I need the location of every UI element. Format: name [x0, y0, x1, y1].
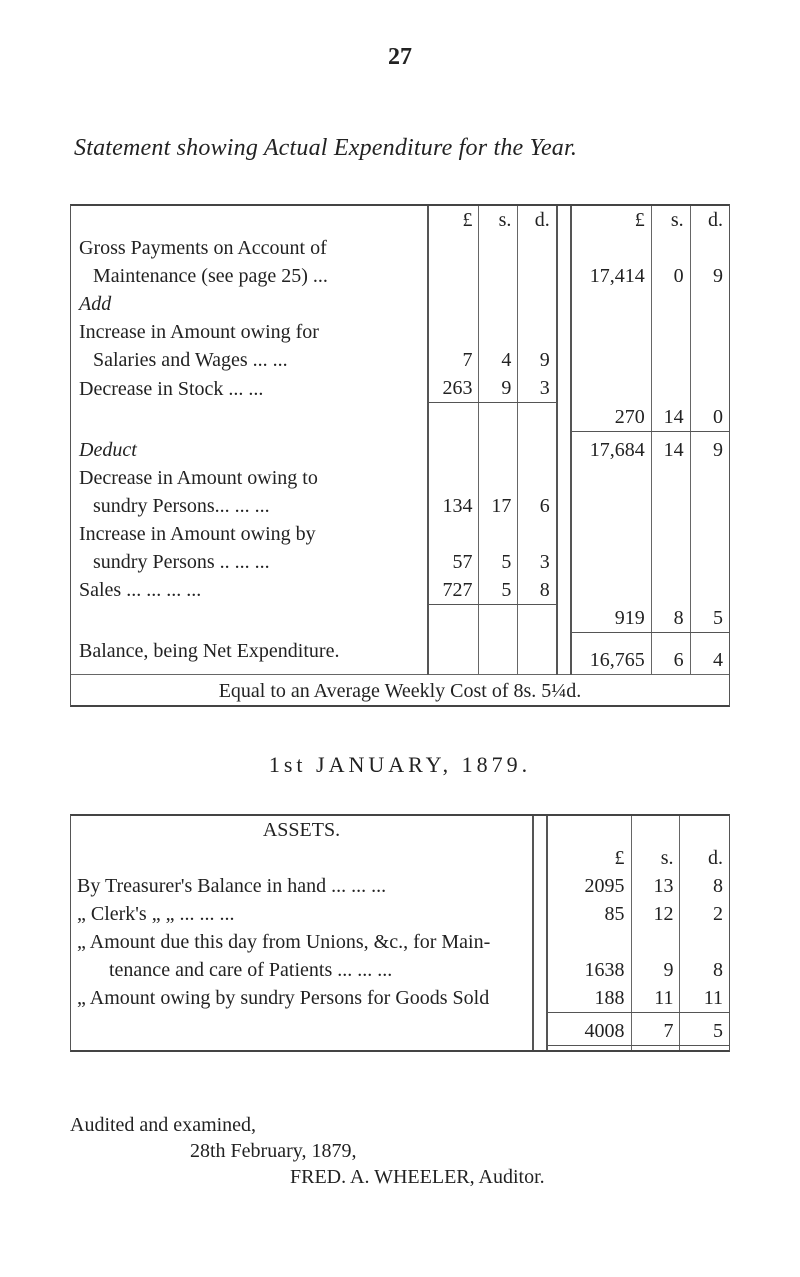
audit-line1: Audited and examined, [70, 1112, 730, 1138]
val-sales-p: 727 [428, 576, 479, 605]
line-deduct: Deduct [71, 436, 428, 464]
hdr-outer-d: d. [690, 206, 729, 234]
line-gross: Gross Payments on Account of [71, 234, 428, 262]
ledger-box: £ s. d. £ s. d. Gross Payments on Accoun… [70, 204, 730, 707]
val-dedtot-s: 8 [651, 604, 690, 633]
val-bal-s: 6 [651, 637, 690, 675]
val-sundry2-d: 3 [518, 548, 557, 576]
assets-row-amtdue1: „ Amount due this day from Unions, &c., … [71, 928, 533, 956]
line-dec-owing-to: Decrease in Amount owing to [71, 464, 428, 492]
line-sales: Sales ... ... ... ... [71, 576, 428, 605]
val-salaries-d: 9 [518, 346, 557, 374]
line-dec-stock: Decrease in Stock ... ... [71, 374, 428, 403]
val-decstock-d: 3 [518, 374, 557, 403]
val-sundry1-s: 17 [479, 492, 518, 520]
assets-total-d: 5 [680, 1017, 729, 1046]
line-inc-owing-by: Increase in Amount owing by [71, 520, 428, 548]
hdr-inner-pound: £ [428, 206, 479, 234]
assets-clerk-d: 2 [680, 900, 729, 928]
val-sundry1-p: 134 [428, 492, 479, 520]
line-sundry1: sundry Persons... ... ... [71, 492, 428, 520]
assets-amtowing-s: 11 [631, 984, 680, 1013]
hdr-outer-pound: £ [571, 206, 651, 234]
line-salaries: Salaries and Wages ... ... [71, 346, 428, 374]
val-maint-s: 0 [651, 262, 690, 290]
assets-clerk-s: 12 [631, 900, 680, 928]
val-deduct-s: 14 [651, 436, 690, 464]
line-maint: Maintenance (see page 25) ... [71, 262, 428, 290]
section-title: 1st JANUARY, 1879. [70, 751, 730, 780]
val-sales-d: 8 [518, 576, 557, 605]
assets-total-s: 7 [631, 1017, 680, 1046]
val-bal-p: 16,765 [571, 637, 651, 675]
val-maint-d: 9 [690, 262, 729, 290]
assets-clerk-p: 85 [547, 900, 631, 928]
assets-row-amtdue2: tenance and care of Patients ... ... ... [71, 956, 533, 984]
val-salaries-s: 4 [479, 346, 518, 374]
assets-box: ASSETS. £ s. d. By Treasurer's Balance i… [70, 814, 730, 1052]
assets-hdr-p: £ [547, 844, 631, 872]
ledger-table: £ s. d. £ s. d. Gross Payments on Accoun… [71, 206, 729, 705]
assets-amtowing-d: 11 [680, 984, 729, 1013]
val-maint-p: 17,414 [571, 262, 651, 290]
val-addtot-p: 270 [571, 403, 651, 432]
audit-block: Audited and examined, 28th February, 187… [70, 1112, 730, 1190]
hdr-inner-s: s. [479, 206, 518, 234]
assets-row-treasurer: By Treasurer's Balance in hand ... ... .… [71, 872, 533, 900]
val-sundry2-p: 57 [428, 548, 479, 576]
audit-line3: FRED. A. WHEELER, Auditor. [70, 1164, 730, 1190]
assets-amtdue-s: 9 [631, 956, 680, 984]
assets-amtdue-p: 1638 [547, 956, 631, 984]
val-bal-d: 4 [690, 637, 729, 675]
val-sundry1-d: 6 [518, 492, 557, 520]
assets-total-p: 4008 [547, 1017, 631, 1046]
assets-treasurer-s: 13 [631, 872, 680, 900]
val-addtot-s: 14 [651, 403, 690, 432]
val-dedtot-p: 919 [571, 604, 651, 633]
assets-treasurer-d: 8 [680, 872, 729, 900]
val-deduct-d: 9 [690, 436, 729, 464]
val-decstock-s: 9 [479, 374, 518, 403]
val-addtot-d: 0 [690, 403, 729, 432]
audit-line2: 28th February, 1879, [70, 1138, 730, 1164]
line-balance: Balance, being Net Expenditure. [71, 637, 428, 675]
assets-amtdue-d: 8 [680, 956, 729, 984]
statement-heading: Statement showing Actual Expenditure for… [70, 133, 730, 164]
line-inc-owing: Increase in Amount owing for [71, 318, 428, 346]
val-salaries-p: 7 [428, 346, 479, 374]
assets-hdr-d: d. [680, 844, 729, 872]
line-sundry2: sundry Persons .. ... ... [71, 548, 428, 576]
equal-line: Equal to an Average Weekly Cost of 8s. 5… [71, 677, 729, 705]
page: 27 Statement showing Actual Expenditure … [0, 0, 800, 1277]
assets-treasurer-p: 2095 [547, 872, 631, 900]
assets-hdr-s: s. [631, 844, 680, 872]
line-add: Add [71, 290, 428, 318]
val-sales-s: 5 [479, 576, 518, 605]
assets-row-clerk: „ Clerk's „ „ ... ... ... [71, 900, 533, 928]
val-sundry2-s: 5 [479, 548, 518, 576]
assets-row-amtowing: „ Amount owing by sundry Persons for Goo… [71, 984, 533, 1013]
page-number: 27 [70, 42, 730, 73]
assets-table: ASSETS. £ s. d. By Treasurer's Balance i… [71, 816, 729, 1050]
val-deduct-p: 17,684 [571, 436, 651, 464]
hdr-outer-s: s. [651, 206, 690, 234]
assets-title: ASSETS. [71, 816, 533, 844]
assets-amtowing-p: 188 [547, 984, 631, 1013]
val-dedtot-d: 5 [690, 604, 729, 633]
val-decstock-p: 263 [428, 374, 479, 403]
hdr-inner-d: d. [518, 206, 557, 234]
